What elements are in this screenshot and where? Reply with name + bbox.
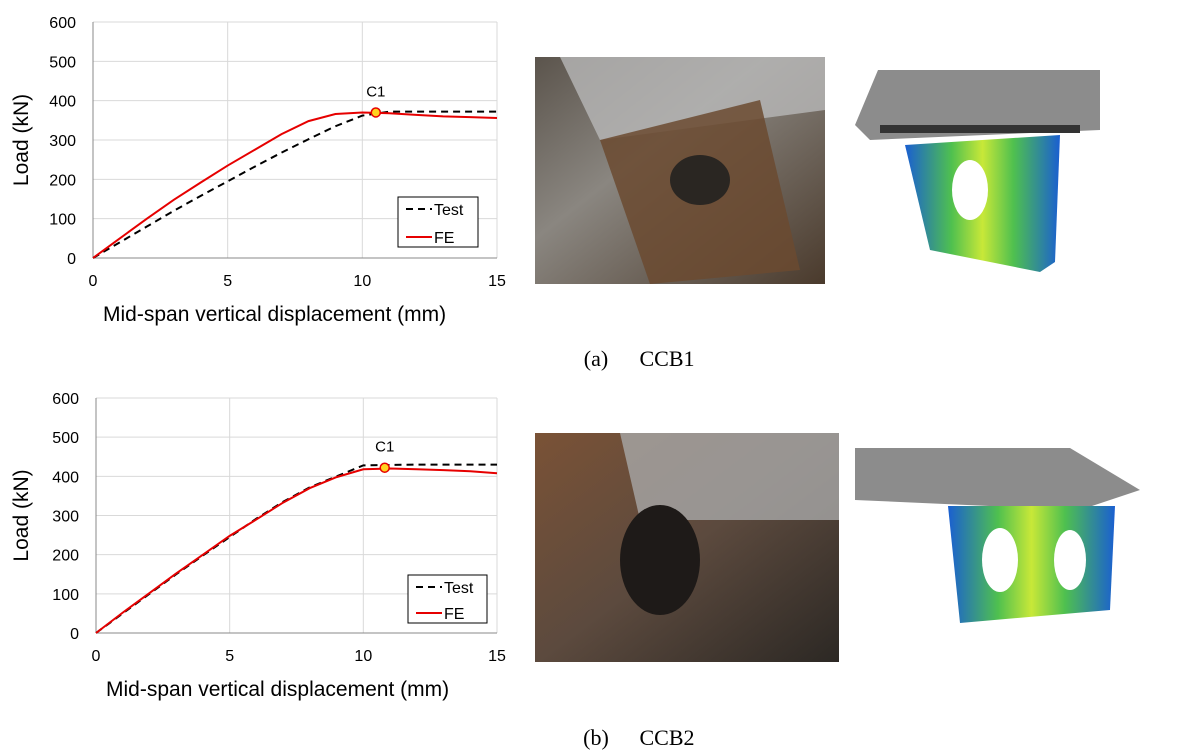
legend-box	[407, 574, 488, 624]
x-tick-label: 10	[354, 648, 372, 665]
line-series	[92, 110, 497, 259]
x-axis-label: Mid-span vertical displacement (mm)	[103, 303, 446, 326]
caption-label: (b)	[583, 725, 609, 750]
x-tick-label: 15	[488, 648, 506, 665]
test-photo	[535, 433, 839, 662]
annotation-point	[370, 107, 382, 118]
y-tick-label: 0	[67, 251, 76, 268]
y-tick-label: 600	[49, 15, 76, 32]
y-tick-label: 200	[52, 548, 79, 565]
legend-box	[397, 196, 479, 248]
caption-name: CCB1	[639, 346, 694, 371]
x-tick-label: 15	[488, 273, 506, 290]
test-photo	[535, 57, 825, 284]
legend: Test FE	[407, 574, 488, 624]
fe-model	[855, 448, 1140, 623]
chart: 0 100 200 300 400 500 600 0 5 10 15 Mid-span vertic…	[10, 391, 506, 701]
caption-name: CCB2	[639, 725, 694, 750]
line-series	[92, 111, 498, 259]
x-axis-label: Mid-span vertical displacement (mm)	[106, 678, 449, 701]
annotation-label: C1	[366, 83, 385, 100]
y-axis-label: Load (kN)	[10, 469, 33, 561]
y-tick-label: 100	[52, 587, 79, 604]
chart: 0 100 200 300 400 500 600 0 5 10 15 Mid-span vertic…	[10, 15, 506, 326]
y-tick-label: 0	[70, 626, 79, 643]
x-tick-label: 5	[223, 273, 232, 290]
legend-label: FE	[444, 606, 464, 623]
legend-label: Test	[444, 580, 474, 597]
y-tick-label: 500	[52, 430, 79, 447]
x-tick-label: 0	[92, 648, 101, 665]
y-tick-label: 300	[49, 133, 76, 150]
y-tick-label: 500	[49, 54, 76, 71]
y-tick-label: 300	[52, 509, 79, 526]
y-tick-label: 200	[49, 172, 76, 189]
y-tick-label: 100	[49, 212, 76, 229]
x-tick-label: 10	[353, 273, 371, 290]
line-series	[95, 467, 498, 634]
annotation-label: C1	[375, 439, 394, 456]
legend: Test FE	[397, 196, 479, 248]
y-tick-label: 400	[52, 469, 79, 486]
y-tick-label: 400	[49, 94, 76, 111]
y-axis-label: Load (kN)	[10, 94, 33, 186]
annotation-point	[379, 462, 390, 473]
fe-model	[855, 70, 1100, 272]
y-tick-label: 600	[52, 391, 79, 408]
legend-label: FE	[434, 230, 454, 247]
x-tick-label: 0	[89, 273, 98, 290]
legend-label: Test	[434, 202, 464, 219]
caption-label: (a)	[584, 346, 608, 371]
x-tick-label: 5	[225, 648, 234, 665]
